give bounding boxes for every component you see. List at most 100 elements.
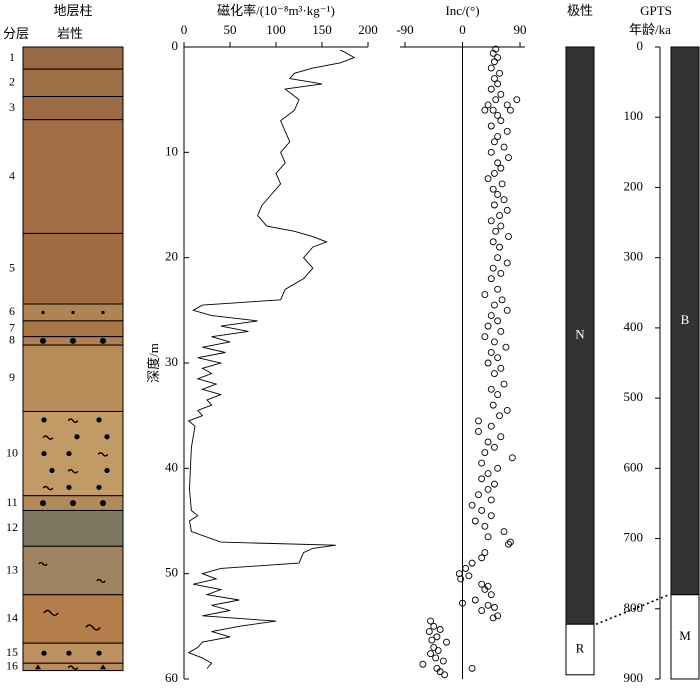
polarity-label: R (576, 640, 585, 655)
lithology-header: 岩性 (57, 26, 83, 41)
inclination-point (492, 227, 500, 235)
inclination-point (490, 370, 498, 377)
x-tick-label: 50 (224, 22, 237, 37)
inclination-point (487, 148, 495, 156)
lithology-symbol (96, 578, 106, 583)
inclination-point (500, 196, 508, 204)
inclination-point (436, 668, 444, 676)
inclination-point (489, 106, 497, 114)
inclination-point (487, 275, 495, 283)
inclination-point (490, 338, 498, 346)
lithology-symbol (43, 609, 59, 616)
inclination-point (489, 185, 497, 193)
inclination-point (503, 259, 511, 267)
inclination-point (505, 233, 512, 241)
inclination-point (490, 58, 498, 66)
inclination-point (497, 433, 505, 441)
lithology-symbol (67, 418, 79, 423)
inclination-point (487, 591, 495, 599)
lithology-symbol (41, 417, 47, 423)
inclination-point (478, 554, 486, 562)
inclination-point (430, 622, 438, 630)
inclination-point (494, 112, 502, 119)
polarity-title: 极性 (567, 3, 593, 18)
inclination-point (489, 401, 497, 409)
layer (22, 232, 124, 305)
layer (22, 344, 124, 412)
lithology-symbol (96, 650, 102, 656)
inclination-point (496, 212, 504, 219)
inclination-point (497, 270, 505, 277)
layer-label: 16 (6, 659, 18, 673)
inclination-point (500, 380, 508, 388)
inclination-point (496, 412, 504, 420)
inclination-point (489, 49, 497, 57)
inclination-point (494, 285, 502, 293)
lithology-symbol (40, 337, 46, 344)
inclination-point (481, 549, 489, 557)
inclination-point (484, 359, 492, 367)
inclination-point (503, 127, 511, 135)
inclination-point (468, 559, 476, 567)
layer (22, 320, 124, 338)
inclination-point (484, 175, 492, 183)
inclination-point (506, 538, 514, 546)
inclination-point (487, 349, 495, 356)
inclination-point (494, 354, 502, 362)
x-axis-title: 磁化率/(10⁻⁸m³·kg⁻¹) (217, 3, 335, 18)
inclination-point (490, 603, 498, 611)
layer-label: 4 (9, 168, 15, 182)
inclination-point (484, 485, 492, 493)
inclination-point (481, 291, 489, 298)
layer-label: 12 (6, 520, 18, 534)
inclination-point (465, 572, 473, 580)
inclination-point (430, 643, 438, 651)
inclination-point (490, 169, 498, 177)
inclination-point (441, 671, 449, 679)
inclination-point (436, 626, 444, 633)
inclination-point (481, 333, 489, 341)
inclination-point (490, 301, 498, 309)
lithology-symbol (67, 468, 79, 474)
inclination-point (497, 90, 505, 98)
lithology-symbol (66, 484, 72, 490)
lithology-symbol (66, 450, 72, 457)
inclination-point (487, 385, 495, 393)
inclination-point (490, 201, 498, 209)
inclination-point (468, 665, 476, 672)
layer (22, 119, 124, 234)
inclination-point (494, 464, 502, 472)
susceptibility-line (187, 49, 356, 669)
y-tick-label: 60 (165, 670, 178, 685)
inclination-point (505, 154, 512, 162)
inclination-point (487, 122, 495, 130)
polarity-zone (670, 46, 700, 596)
inclination-point (419, 660, 427, 668)
lithology-symbol (38, 561, 48, 567)
inclination-point (503, 101, 511, 109)
inclination-point (497, 222, 505, 230)
layer-label: 13 (6, 562, 18, 576)
inclination-point (498, 180, 506, 188)
inclination-point (478, 580, 486, 588)
y-tick-label: 500 (624, 389, 644, 404)
layer-label: 9 (9, 370, 15, 384)
inclination-point (427, 650, 435, 658)
layer-label: 15 (6, 645, 18, 659)
polarity-title: GPTS (640, 3, 672, 18)
lithology-symbol (85, 624, 101, 631)
inclination-point (425, 628, 433, 636)
lithology-symbol (104, 467, 110, 474)
polarity-label: M (679, 628, 691, 643)
lithology-symbol (35, 664, 41, 670)
layer-label: 14 (6, 611, 18, 625)
layer-label: 2 (9, 75, 15, 89)
lithology-symbol (70, 337, 76, 344)
y-tick-label: 300 (624, 249, 644, 264)
x-tick-label: 100 (266, 22, 286, 37)
lithology-symbol (100, 664, 106, 670)
lithology-symbol (101, 310, 105, 315)
inclination-point (494, 54, 502, 61)
y-axis-title: 年龄/ka (629, 22, 671, 37)
inclination-point (487, 85, 495, 93)
